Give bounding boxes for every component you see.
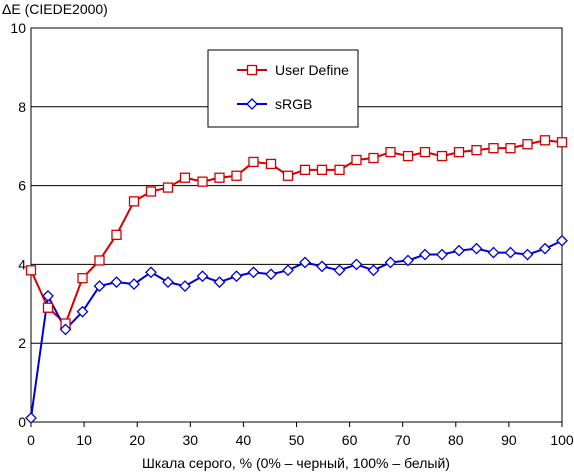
x-tick-label: 20 bbox=[129, 432, 145, 448]
x-tick-label: 60 bbox=[342, 432, 358, 448]
legend-label: User Define bbox=[275, 62, 349, 78]
data-point bbox=[162, 182, 174, 193]
data-point bbox=[487, 246, 500, 259]
y-tick-label: 10 bbox=[10, 20, 26, 36]
data-point bbox=[231, 170, 242, 181]
y-tick-label: 8 bbox=[18, 99, 26, 115]
data-point bbox=[539, 242, 551, 255]
series-line-1 bbox=[30, 139, 563, 326]
data-point bbox=[556, 137, 568, 148]
data-point bbox=[402, 150, 414, 162]
x-tick-label: 10 bbox=[76, 432, 92, 448]
data-point bbox=[351, 154, 362, 166]
data-point bbox=[265, 158, 277, 170]
data-point bbox=[197, 176, 208, 187]
data-point bbox=[419, 248, 431, 261]
x-tick-label: 70 bbox=[395, 432, 411, 448]
data-point bbox=[230, 270, 243, 283]
x-tick-label: 30 bbox=[183, 432, 199, 448]
legend-label: sRGB bbox=[275, 96, 312, 112]
data-point bbox=[42, 302, 54, 313]
x-tick-label: 90 bbox=[501, 432, 517, 448]
data-point bbox=[299, 256, 311, 269]
data-point bbox=[196, 270, 209, 283]
legend-marker bbox=[246, 64, 258, 76]
data-point bbox=[470, 242, 483, 255]
x-axis-title: Шкала серого, % (0% – черный, 100% – бел… bbox=[142, 455, 450, 471]
data-point bbox=[25, 265, 37, 276]
data-point bbox=[213, 276, 226, 289]
legend-box bbox=[207, 49, 359, 128]
data-point bbox=[488, 143, 499, 154]
data-point bbox=[436, 150, 448, 162]
data-point bbox=[350, 258, 363, 271]
x-tick-label: 50 bbox=[289, 432, 305, 448]
data-point bbox=[334, 164, 345, 175]
data-point bbox=[504, 246, 517, 259]
y-tick-label: 4 bbox=[18, 256, 26, 272]
data-point bbox=[402, 254, 414, 267]
data-point bbox=[471, 144, 482, 156]
data-point bbox=[333, 264, 346, 277]
data-point bbox=[299, 164, 311, 175]
data-point bbox=[384, 256, 397, 269]
data-point bbox=[111, 229, 122, 241]
legend-marker bbox=[246, 98, 258, 110]
data-point bbox=[59, 323, 72, 336]
data-point bbox=[521, 248, 534, 261]
data-point bbox=[77, 273, 88, 284]
x-tick-label: 80 bbox=[448, 432, 464, 448]
data-point bbox=[453, 244, 465, 257]
x-tick-label: 40 bbox=[236, 432, 252, 448]
data-point bbox=[265, 268, 277, 281]
data-point bbox=[282, 170, 294, 181]
data-point bbox=[316, 260, 328, 273]
data-point bbox=[248, 156, 259, 168]
data-point bbox=[145, 266, 157, 279]
data-point bbox=[94, 255, 105, 266]
data-point bbox=[214, 172, 225, 183]
data-point bbox=[145, 186, 157, 197]
data-point bbox=[385, 146, 396, 158]
data-point bbox=[247, 266, 260, 279]
data-point bbox=[25, 412, 37, 424]
data-point bbox=[128, 196, 140, 207]
data-point bbox=[522, 139, 533, 150]
data-point bbox=[162, 276, 174, 289]
x-tick-label: 100 bbox=[550, 432, 574, 448]
data-point bbox=[93, 280, 106, 292]
data-point bbox=[419, 146, 431, 158]
data-point bbox=[282, 264, 294, 277]
data-point bbox=[453, 146, 465, 158]
series-lines bbox=[30, 139, 563, 419]
data-point bbox=[505, 143, 516, 154]
data-point bbox=[128, 278, 140, 291]
data-point bbox=[179, 280, 191, 292]
data-point bbox=[367, 264, 380, 277]
legend: User Define sRGB bbox=[207, 49, 359, 128]
y-tick-label: 6 bbox=[18, 178, 26, 194]
x-tick-label: 0 bbox=[27, 432, 35, 448]
y-tick-label: 0 bbox=[18, 414, 26, 430]
data-point bbox=[316, 164, 328, 175]
y-axis-title: ΔE (CIEDE2000) bbox=[2, 1, 108, 17]
data-point bbox=[368, 152, 379, 164]
series-markers bbox=[25, 135, 568, 424]
series-line-2 bbox=[30, 239, 563, 419]
data-point bbox=[539, 135, 551, 146]
data-point bbox=[110, 276, 123, 289]
y-tick-label: 2 bbox=[18, 335, 26, 351]
data-point bbox=[76, 305, 89, 318]
data-point bbox=[42, 290, 54, 302]
data-point bbox=[436, 248, 448, 261]
data-point bbox=[556, 234, 568, 247]
data-point bbox=[179, 172, 191, 183]
